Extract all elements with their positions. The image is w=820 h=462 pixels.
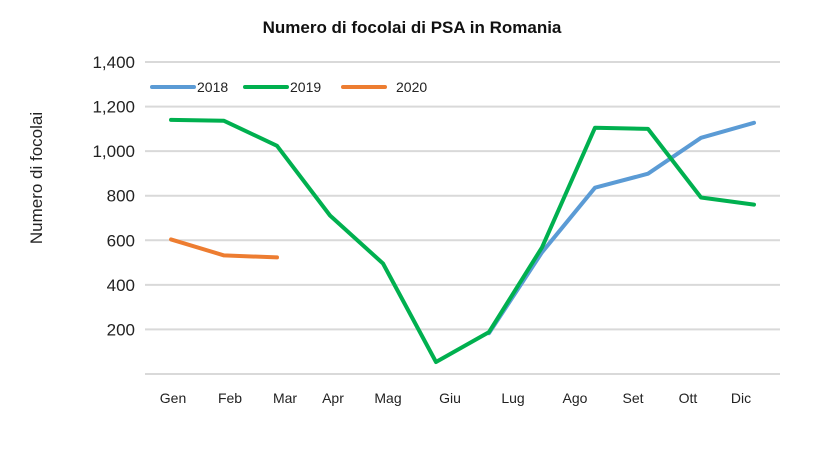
x-tick-label: Lug (501, 390, 524, 406)
x-tick-label: Dic (731, 390, 751, 406)
x-tick-label: Mar (273, 390, 297, 406)
chart-title: Numero di focolai di PSA in Romania (263, 18, 562, 37)
y-tick-label: 200 (107, 320, 135, 339)
legend-label: 2019 (290, 79, 321, 95)
y-tick-label: 800 (107, 187, 135, 206)
x-tick-label: Apr (322, 390, 344, 406)
x-tick-label: Mag (374, 390, 401, 406)
y-tick-label: 400 (107, 276, 135, 295)
series-line-2020 (169, 237, 279, 260)
legend-label: 2018 (197, 79, 228, 95)
x-tick-label: Ott (679, 390, 698, 406)
y-tick-label: 1,400 (92, 53, 135, 72)
y-axis-label: Numero di focolai (27, 112, 46, 244)
series-line-2018 (487, 120, 756, 336)
y-tick-label: 1,200 (92, 98, 135, 117)
y-tick-label: 1,000 (92, 142, 135, 161)
x-tick-label: Giu (439, 390, 461, 406)
series-line-2019 (169, 117, 756, 364)
legend-label: 2020 (396, 79, 427, 95)
y-tick-label: 600 (107, 231, 135, 250)
x-tick-label: Feb (218, 390, 242, 406)
x-tick-label: Ago (563, 390, 588, 406)
x-tick-label: Set (622, 390, 643, 406)
x-tick-label: Gen (160, 390, 186, 406)
